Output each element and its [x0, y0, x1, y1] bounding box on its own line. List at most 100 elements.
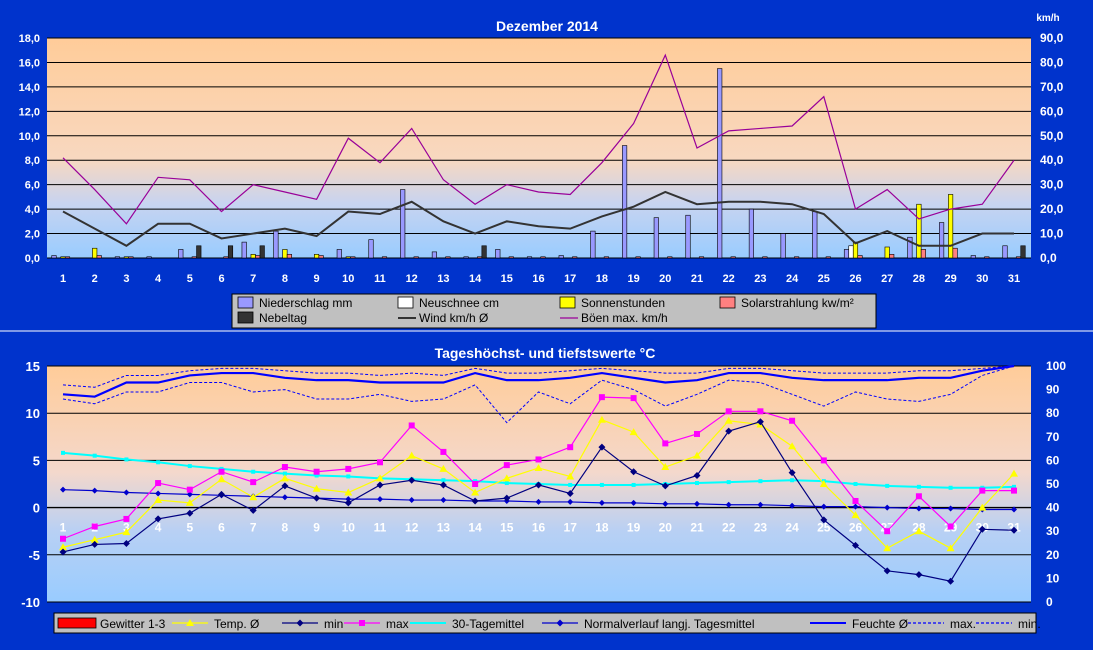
bar-solarstrahlung	[572, 256, 578, 259]
point-tmin	[566, 489, 574, 497]
point-mittel30	[948, 485, 953, 490]
point-mittel30	[758, 479, 763, 484]
y2-tick-label: 50	[1046, 477, 1060, 491]
bar-sonnenstunden	[314, 254, 320, 259]
bar-niederschlag	[590, 230, 596, 259]
bar-solarstrahlung	[1015, 256, 1022, 259]
point-tmin	[1010, 526, 1018, 534]
point-normal	[155, 490, 162, 497]
point-tmax	[250, 479, 257, 486]
legend-label: max.	[950, 617, 976, 631]
point-tmax	[503, 462, 510, 469]
bar-niederschlag	[114, 256, 120, 259]
legend-label: max	[386, 617, 409, 631]
point-tmax	[1011, 487, 1017, 494]
point-tmax	[979, 487, 986, 494]
point-tmin	[218, 490, 225, 498]
x-tick-label: 13	[437, 273, 449, 285]
legend-label: Sonnenstunden	[581, 296, 665, 310]
bar-sonnenstunden	[345, 256, 351, 259]
point-tmax	[694, 430, 700, 437]
x-tick-label: 9	[314, 273, 320, 285]
point-temp	[154, 496, 163, 504]
x-tick-label: 1	[60, 521, 67, 535]
point-tmax	[598, 394, 605, 401]
legend-label: Niederschlag mm	[259, 296, 352, 310]
point-mittel30	[251, 469, 256, 474]
y-tick-label: 0	[33, 501, 40, 516]
x-tick-label: 15	[501, 273, 513, 285]
point-normal	[535, 498, 542, 505]
point-tmax	[60, 535, 66, 542]
point-tmin	[693, 472, 701, 480]
point-tmin	[91, 540, 99, 548]
legend-marker	[186, 619, 194, 626]
point-normal	[345, 496, 352, 503]
y-tick-label: 8,0	[25, 155, 40, 167]
x-tick-label: 26	[849, 521, 863, 535]
point-normal	[947, 505, 954, 512]
point-tmax	[472, 481, 479, 487]
point-normal	[1011, 506, 1017, 513]
bar-solarstrahlung	[318, 255, 324, 259]
point-tmax	[820, 457, 827, 464]
y2-tick-label: 20	[1046, 548, 1060, 562]
x-tick-label: 13	[437, 521, 451, 535]
y2-tick-label: 30,0	[1040, 178, 1064, 192]
point-tmax	[345, 465, 352, 472]
y2-unit-label: km/h	[1036, 13, 1059, 24]
y-tick-label: 4,0	[25, 204, 40, 216]
point-tmin	[281, 482, 289, 490]
legend-marker	[296, 619, 304, 627]
point-tmax	[440, 448, 447, 455]
point-mittel30	[631, 482, 636, 487]
x-tick-label: 6	[218, 273, 224, 285]
bar-niederschlag	[843, 249, 850, 259]
bar-solarstrahlung	[762, 256, 768, 259]
point-normal	[915, 505, 922, 512]
x-tick-label: 4	[155, 273, 162, 285]
bar-solarstrahlung	[128, 256, 134, 259]
legend-label: Solarstrahlung kw/m²	[741, 296, 854, 310]
x-tick-label: 17	[564, 521, 578, 535]
x-tick-label: 25	[818, 273, 830, 285]
x-tick-label: 5	[186, 521, 193, 535]
point-tmin	[408, 476, 416, 484]
legend-label: min	[324, 617, 343, 631]
point-temp	[471, 488, 480, 496]
legend-label: Wind km/h Ø	[419, 311, 488, 325]
y-tick-label: 18,0	[19, 33, 40, 45]
y-tick-label: 10	[26, 406, 40, 421]
x-tick-label: 22	[723, 273, 735, 285]
point-tmin	[947, 577, 955, 585]
bar-solarstrahlung	[667, 256, 673, 259]
point-temp	[1010, 469, 1018, 477]
bar-solarstrahlung	[413, 256, 419, 259]
y-tick-label: -10	[21, 595, 40, 610]
bar-solarstrahlung	[889, 254, 895, 259]
bar-solarstrahlung	[540, 256, 546, 259]
y2-tick-label: 40	[1046, 501, 1060, 515]
bar-solarstrahlung	[286, 254, 292, 259]
x-tick-label: 1	[60, 273, 66, 285]
bar-niederschlag	[400, 189, 406, 259]
point-temp	[90, 535, 99, 543]
point-normal	[820, 503, 827, 510]
point-mittel30	[314, 473, 319, 478]
x-tick-label: 10	[342, 521, 356, 535]
bar-niederschlag	[51, 255, 57, 259]
x-tick-label: 8	[282, 273, 288, 285]
point-tmin	[852, 541, 859, 549]
x-tick-label: 15	[500, 521, 514, 535]
y2-tick-label: 90	[1046, 383, 1060, 397]
point-tmin	[186, 509, 194, 517]
x-tick-label: 7	[250, 273, 256, 285]
x-tick-label: 3	[123, 521, 130, 535]
point-tmin	[756, 418, 764, 426]
bar-neuschnee	[848, 245, 854, 259]
x-tick-label: 21	[691, 273, 703, 285]
point-temp	[249, 493, 258, 501]
x-tick-label: 23	[754, 521, 768, 535]
bar-sonnenstunden	[250, 254, 256, 259]
